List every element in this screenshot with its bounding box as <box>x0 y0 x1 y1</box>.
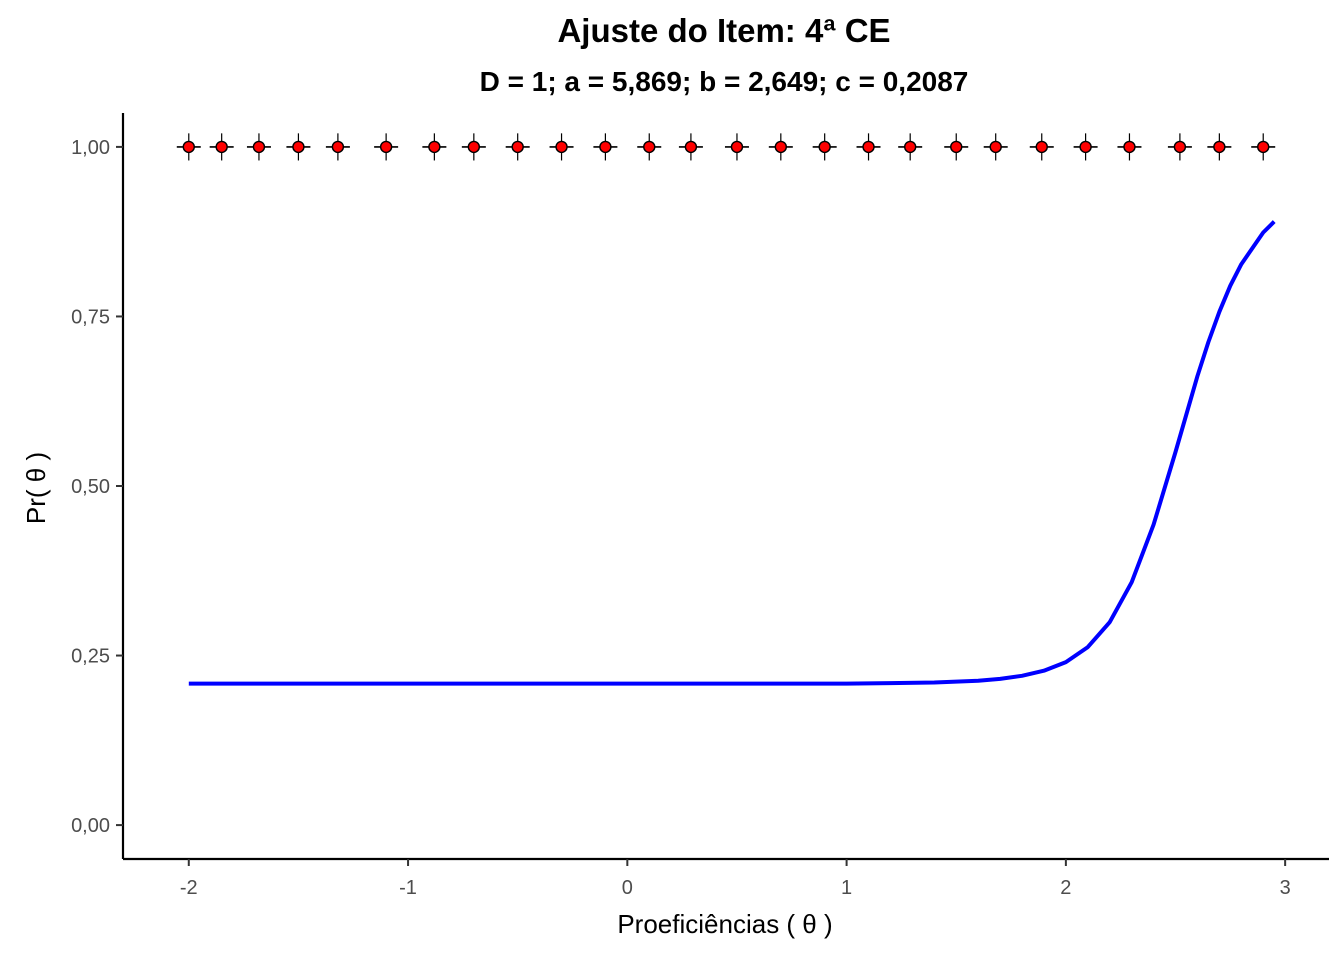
chart-title: Ajuste do Item: 4ª CE <box>557 12 890 49</box>
x-tick-label: -2 <box>180 877 198 899</box>
x-tick-label: 2 <box>1060 877 1071 899</box>
observed-point <box>467 140 481 154</box>
plot-panel: -2 -1 0 1 2 3 0,00 0,25 0,50 0,75 1,00 <box>71 113 1329 899</box>
observed-point <box>862 140 875 154</box>
y-tick-label: 0,00 <box>71 815 110 837</box>
observed-point <box>1257 140 1270 154</box>
observed-point <box>774 140 788 154</box>
observed-point <box>379 140 393 154</box>
observed-point <box>428 140 441 154</box>
observed-point <box>684 140 698 154</box>
y-tick-label: 1,00 <box>71 137 110 159</box>
x-axis-title: Proeficiências ( θ ) <box>617 909 832 939</box>
x-tick-label: -1 <box>399 877 417 899</box>
observed-point <box>252 140 266 154</box>
observed-point <box>1079 140 1092 154</box>
icc-curve-line <box>188 220 1276 686</box>
x-tick-label: 1 <box>841 877 852 899</box>
observed-point <box>599 140 612 154</box>
observed-point <box>730 140 744 154</box>
y-tick-label: 0,75 <box>71 306 110 328</box>
observed-point <box>950 140 963 154</box>
y-tick-label: 0,50 <box>71 476 110 498</box>
y-axis-ticks: 0,00 0,25 0,50 0,75 1,00 <box>71 137 123 837</box>
observed-point <box>903 140 917 154</box>
observed-point <box>1123 140 1136 154</box>
x-axis-ticks: -2 -1 0 1 2 3 <box>180 859 1291 899</box>
x-tick-label: 3 <box>1280 877 1291 899</box>
observed-point <box>1213 140 1226 154</box>
observed-point <box>331 140 345 154</box>
observed-point <box>292 140 305 154</box>
observed-point <box>643 140 656 154</box>
observed-point <box>215 140 228 154</box>
observed-point <box>1035 140 1048 154</box>
observed-point <box>818 140 831 154</box>
observed-point <box>989 140 1002 154</box>
observed-point <box>555 140 568 154</box>
y-axis-title: Pr( θ ) <box>21 452 51 524</box>
observed-point <box>511 140 524 154</box>
chart-subtitle: D = 1; a = 5,869; b = 2,649; c = 0,2087 <box>480 66 969 97</box>
x-tick-label: 0 <box>622 877 633 899</box>
plot-marks <box>176 133 1276 686</box>
observed-point <box>1173 140 1187 154</box>
observed-point <box>182 140 195 154</box>
y-tick-label: 0,25 <box>71 646 110 668</box>
